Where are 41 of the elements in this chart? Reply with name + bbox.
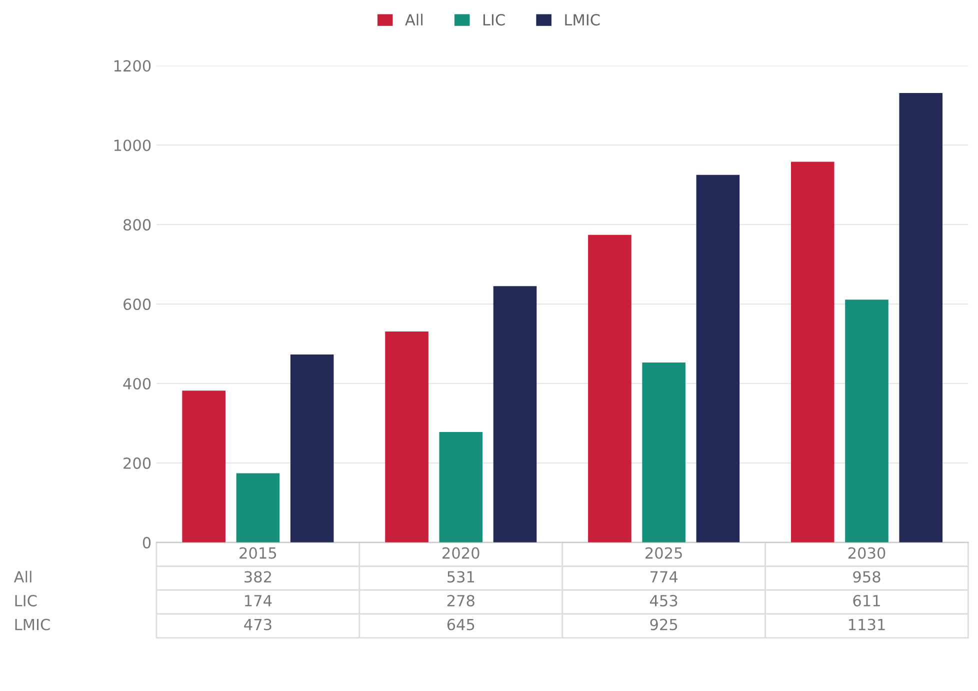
data-label: 774	[650, 571, 678, 582]
legend-label: All	[405, 14, 422, 26]
bar	[439, 432, 483, 542]
x-tick-label: 2025	[645, 547, 682, 559]
data-label: 645	[447, 618, 474, 630]
data-label: 453	[650, 594, 678, 606]
y-tick-label: 1200	[114, 60, 151, 72]
y-tick-label: 600	[124, 298, 151, 310]
x-tick-label: 2030	[848, 547, 886, 559]
text: All	[14, 570, 32, 582]
bar	[642, 362, 686, 542]
y-tick-label: 800	[123, 219, 151, 231]
data-label: 958	[853, 571, 880, 583]
data-label: 925	[650, 618, 678, 630]
data-label: 174	[245, 595, 272, 606]
data-label: 1131	[848, 618, 885, 630]
legend-label: LMIC	[565, 14, 600, 26]
data-label: 531	[447, 571, 474, 583]
y-tick-label: 200	[124, 457, 151, 469]
bar	[385, 331, 428, 542]
bar	[493, 286, 537, 542]
bar	[790, 162, 834, 542]
bar	[236, 473, 280, 542]
bar	[182, 390, 226, 542]
legend-label: LIC	[483, 14, 505, 26]
text: LIC	[15, 594, 37, 606]
bar	[845, 300, 888, 542]
y-tick-label: 1000	[114, 140, 151, 152]
bar	[588, 234, 632, 542]
bar	[899, 93, 943, 542]
data-label: 382	[244, 571, 271, 583]
x-tick-label: 2020	[442, 547, 480, 559]
x-tick-label: 2015	[240, 547, 276, 559]
text: LMIC	[15, 618, 50, 630]
y-tick-label: 400	[123, 378, 151, 390]
bar	[696, 174, 740, 542]
bar	[290, 354, 334, 542]
data-label: 611	[853, 594, 880, 606]
data-label: 473	[244, 618, 272, 630]
y-tick-label: 0	[142, 536, 151, 548]
data-label: 278	[447, 594, 474, 606]
